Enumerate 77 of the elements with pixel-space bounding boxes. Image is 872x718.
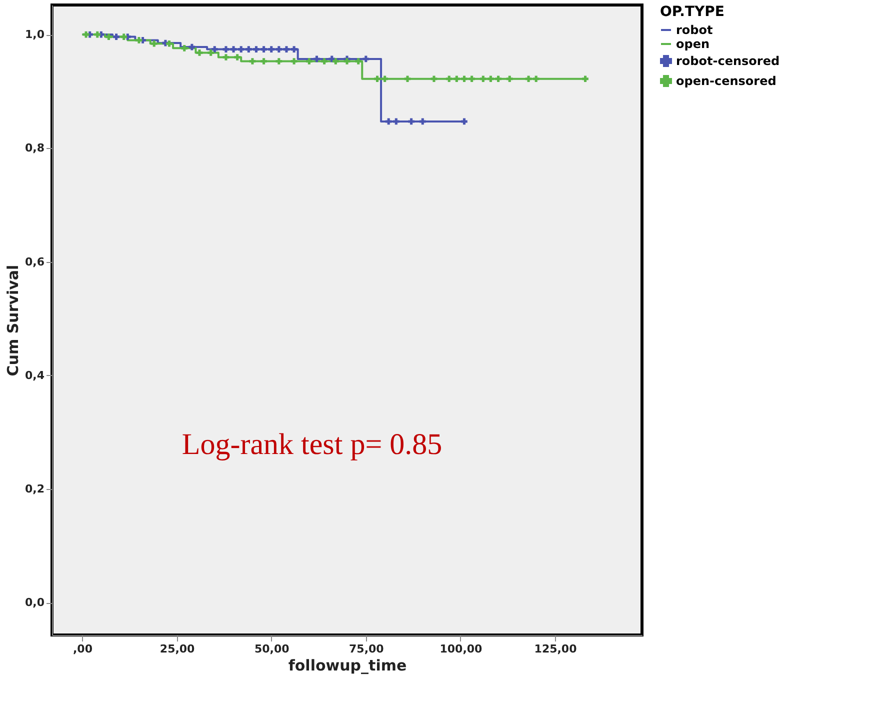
legend-title: OP.TYPE: [660, 4, 724, 20]
point: [238, 46, 244, 52]
point: [328, 56, 336, 62]
x-tick-label: 100,00: [440, 642, 483, 656]
point: [208, 50, 214, 56]
point: [230, 46, 237, 52]
point: [246, 46, 252, 52]
x-tick-label: 50,00: [254, 642, 290, 656]
x-tick-label: 75,00: [349, 642, 384, 656]
legend-label: open-censored: [676, 74, 776, 88]
y-tick-label: 0,4: [25, 368, 45, 382]
point: [211, 46, 218, 52]
legend-label: robot: [676, 23, 713, 37]
point: [525, 76, 532, 82]
x-tick-label: 125,00: [534, 642, 578, 656]
point: [488, 76, 494, 82]
point: [582, 76, 588, 82]
point: [430, 76, 438, 82]
point: [532, 76, 540, 82]
point: [314, 56, 320, 62]
point: [374, 76, 380, 82]
point: [253, 46, 260, 52]
point: [249, 58, 256, 64]
point: [136, 37, 142, 44]
point: [495, 76, 502, 82]
point: [446, 76, 452, 82]
point: [276, 46, 282, 52]
y-tick-label: 0,8: [25, 142, 44, 155]
y-tick-label: 0,2: [25, 482, 44, 496]
point: [260, 46, 267, 52]
point: [260, 58, 267, 64]
point: [468, 76, 475, 82]
point: [344, 58, 350, 64]
x-axis-title: followup_time: [288, 656, 407, 674]
point: [306, 58, 312, 64]
point: [181, 45, 188, 52]
point: [393, 118, 400, 125]
point: [276, 58, 282, 64]
point: [408, 118, 414, 125]
point: [382, 76, 388, 82]
x-tick-label: 25,00: [160, 642, 196, 656]
point: [332, 58, 339, 64]
point: [419, 118, 426, 125]
point: [321, 58, 328, 64]
point: [234, 54, 240, 60]
point: [506, 76, 513, 82]
point: [355, 58, 362, 64]
point: [283, 46, 290, 52]
point: [290, 46, 298, 52]
point: [166, 40, 172, 47]
point: [461, 118, 468, 125]
y-axis-title: Cum Survival: [4, 264, 22, 376]
point: [480, 76, 486, 82]
point: [188, 44, 196, 50]
point: [120, 34, 128, 40]
point: [404, 76, 411, 82]
point: [290, 58, 298, 64]
point: [461, 76, 468, 82]
y-tick-label: 0,6: [25, 255, 45, 268]
point: [222, 54, 230, 60]
point: [106, 34, 112, 40]
y-tick-label: 0,0: [25, 596, 45, 610]
point: [196, 50, 203, 56]
point: [385, 118, 392, 125]
point: [222, 46, 230, 52]
y-tick-label: 1,0: [25, 28, 45, 42]
point: [94, 31, 101, 38]
point: [454, 76, 460, 82]
annotation: Log-rank test p= 0.85: [182, 428, 442, 461]
legend-label: robot-censored: [676, 54, 780, 68]
point: [362, 56, 370, 62]
point: [82, 31, 90, 38]
legend-label: open: [676, 37, 710, 51]
x-tick-label: ,00: [73, 642, 93, 656]
point: [268, 46, 275, 52]
point: [150, 40, 158, 47]
point: [113, 34, 120, 40]
